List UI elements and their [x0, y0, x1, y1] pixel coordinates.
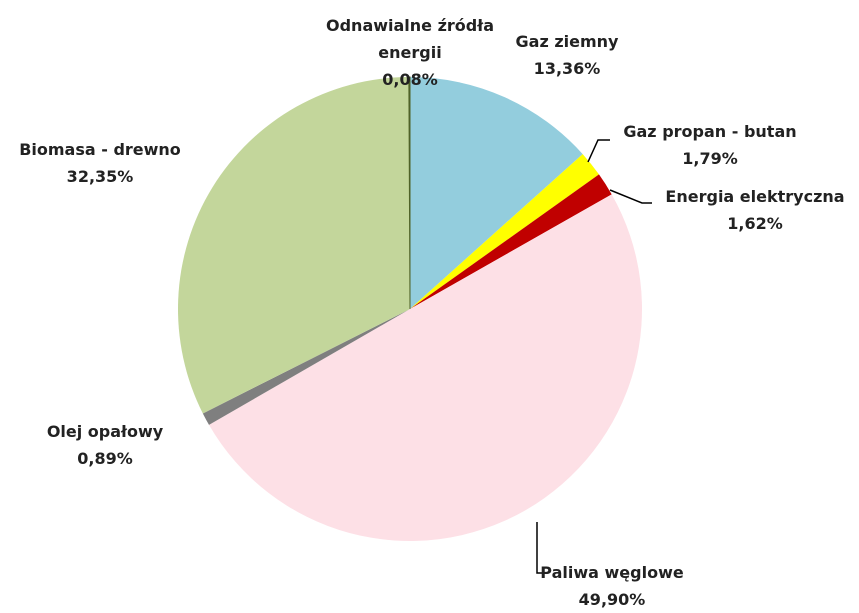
leader-line — [587, 139, 610, 163]
pie-slice — [209, 194, 642, 541]
value-label: 1,62% — [727, 214, 783, 233]
leader-line — [609, 189, 652, 204]
value-label: 0,08% — [382, 70, 438, 89]
category-label: Odnawialne źródła energii — [326, 16, 494, 62]
pie-slice — [408, 76, 411, 310]
value-label: 13,36% — [533, 59, 601, 78]
category-label: Gaz ziemny — [515, 32, 619, 51]
slices — [177, 76, 642, 541]
value-label: 49,90% — [578, 590, 646, 609]
slice-label: Olej opałowy 0,89% — [47, 418, 163, 472]
category-label: Olej opałowy — [46, 422, 164, 441]
pie-slice — [410, 174, 612, 309]
slice-label: Odnawialne źródła energii 0,08% — [315, 12, 505, 93]
category-label: Energia elektryczna — [665, 187, 845, 206]
value-label: 0,89% — [77, 449, 133, 468]
category-label: Gaz propan - butan — [623, 122, 797, 141]
pie-slice — [410, 154, 599, 309]
category-label: Paliwa węglowe — [540, 563, 684, 582]
slice-label: Paliwa węglowe 49,90% — [540, 559, 683, 613]
leader-line — [536, 522, 548, 574]
pie-slice — [202, 309, 410, 425]
value-label: 1,79% — [682, 149, 738, 168]
category-label: Biomasa - drewno — [19, 140, 181, 159]
slice-label: Gaz ziemny 13,36% — [516, 28, 619, 82]
pie-slice — [177, 77, 410, 414]
slice-label: Energia elektryczna 1,62% — [665, 183, 844, 237]
slice-label: Gaz propan - butan 1,79% — [623, 118, 796, 172]
pie-slice — [410, 77, 583, 309]
slice-label: Biomasa - drewno 32,35% — [19, 136, 181, 190]
value-label: 32,35% — [66, 167, 134, 186]
